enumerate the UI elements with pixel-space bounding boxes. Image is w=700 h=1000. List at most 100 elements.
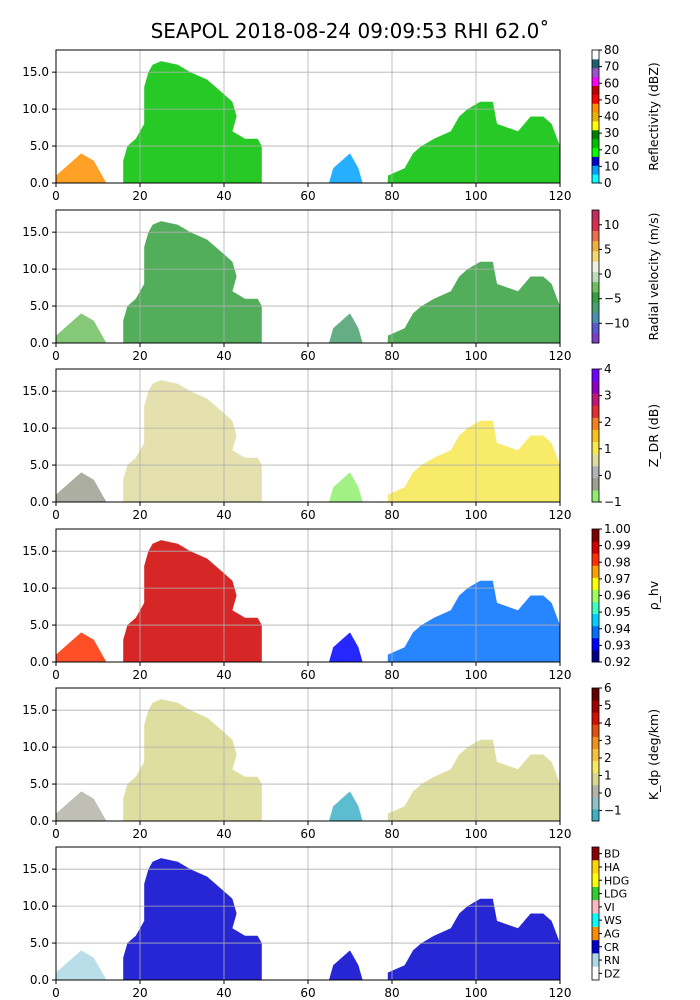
colorbar-segment xyxy=(592,625,599,639)
colorbar-tick-label: 0.96 xyxy=(604,589,631,603)
colorbar-segment xyxy=(592,940,599,954)
colorbar-segment xyxy=(592,261,599,272)
panel-2: 0 20 40 60 80 100 120 0.0 5.0 10.0 15.0 −10 −5 0 5 10 Ra… xyxy=(22,209,661,363)
x-tick-label: 100 xyxy=(465,349,488,363)
colorbar-tick-label: 2 xyxy=(604,415,612,429)
colorbar-segment xyxy=(592,453,599,467)
colorbar-segment xyxy=(592,76,599,86)
colorbar-segment xyxy=(592,240,599,252)
echo-mid-echo xyxy=(329,791,363,821)
colorbar-category-label: RN xyxy=(604,954,620,967)
echo-near-echo xyxy=(56,153,107,183)
colorbar-tick-label: 0 xyxy=(604,176,612,190)
y-tick-label: 0.0 xyxy=(30,336,49,350)
colorbar-segment xyxy=(592,772,599,786)
colorbar-segment xyxy=(592,138,599,149)
x-tick-label: 0 xyxy=(52,668,60,682)
echo-far-storm xyxy=(387,739,560,821)
colorbar-category-label: LDG xyxy=(604,888,627,901)
colorbar-category-label: DZ xyxy=(604,967,620,980)
colorbar-segment xyxy=(592,50,599,60)
colorbar-tick-label: 4 xyxy=(604,362,612,376)
y-tick-label: 15.0 xyxy=(22,703,49,717)
colorbar-segment xyxy=(592,94,599,104)
colorbar-segment xyxy=(592,220,599,231)
colorbar-frame xyxy=(591,687,600,822)
echo-near-echo xyxy=(56,472,107,502)
echo-mid-echo xyxy=(329,632,363,662)
x-tick-label: 40 xyxy=(216,827,231,841)
colorbar-segment xyxy=(592,886,599,901)
colorbar-category-label: AG xyxy=(604,927,620,940)
colorbar-tick-label: 1.00 xyxy=(604,522,631,536)
colorbar-segment xyxy=(592,147,599,157)
colorbar-tick-label: 20 xyxy=(604,143,619,157)
colorbar-tick-label: −1 xyxy=(604,495,622,509)
y-tick-label: 15.0 xyxy=(22,225,49,239)
colorbar-segment xyxy=(592,405,599,418)
x-tick-label: 40 xyxy=(216,508,231,522)
colorbar-tick-label: 0.95 xyxy=(604,605,631,619)
colorbar-category-label: BD xyxy=(604,848,620,861)
colorbar-segment xyxy=(592,302,599,313)
panel-5: 0 20 40 60 80 100 120 0.0 5.0 10.0 15.0 −1 0 1 2 3 4 5 6 K_… xyxy=(22,681,661,841)
colorbar-segment xyxy=(592,477,599,491)
y-tick-label: 5.0 xyxy=(30,618,49,632)
colorbar-tick-label: 3 xyxy=(604,389,612,403)
colorbar-segment xyxy=(592,760,599,774)
y-tick-label: 5.0 xyxy=(30,936,49,950)
y-tick-label: 5.0 xyxy=(30,777,49,791)
colorbar-segment xyxy=(592,210,599,221)
echo-mid-echo xyxy=(329,472,363,502)
colorbar-segment xyxy=(592,441,599,455)
colorbar-segment xyxy=(592,489,599,503)
colorbar-segment xyxy=(592,67,599,78)
y-tick-label: 15.0 xyxy=(22,862,49,876)
y-tick-label: 10.0 xyxy=(22,102,49,116)
colorbar-segment xyxy=(592,291,599,303)
colorbar-tick-label: −10 xyxy=(604,316,629,330)
colorbar-label: ρ_hv xyxy=(646,580,661,610)
x-tick-label: 120 xyxy=(549,189,572,203)
echo-main-storm xyxy=(123,221,262,343)
colorbar-tick-label: 10 xyxy=(604,159,619,173)
colorbar-category-label: VI xyxy=(604,901,615,914)
y-tick-label: 5.0 xyxy=(30,458,49,472)
colorbar-segment xyxy=(592,637,599,651)
colorbar-label: Z_DR (dB) xyxy=(646,404,661,467)
colorbar-tick-label: −1 xyxy=(604,804,622,818)
panel-1: 0 20 40 60 80 100 120 0.0 5.0 10.0 15.0 0 10 20 30 40 50… xyxy=(22,43,661,203)
colorbar-segment xyxy=(592,966,599,980)
colorbar-tick-label: 3 xyxy=(604,734,612,748)
x-tick-label: 40 xyxy=(216,349,231,363)
y-tick-label: 10.0 xyxy=(22,899,49,913)
colorbar-tick-label: 0.98 xyxy=(604,555,631,569)
colorbar-segment xyxy=(592,847,599,861)
colorbar-segment xyxy=(592,913,599,927)
echo-near-echo xyxy=(56,791,107,821)
colorbar-tick-label: 0.93 xyxy=(604,638,631,652)
x-tick-label: 80 xyxy=(384,986,399,1000)
colorbar-tick-label: 40 xyxy=(604,110,619,124)
colorbar-segment xyxy=(592,613,599,627)
colorbar-tick-label: 0.99 xyxy=(604,539,631,553)
colorbar-segment xyxy=(592,808,599,822)
colorbar-segment xyxy=(592,724,599,737)
x-tick-label: 100 xyxy=(465,189,488,203)
x-tick-label: 0 xyxy=(52,189,60,203)
colorbar-segment xyxy=(592,784,599,798)
x-tick-label: 40 xyxy=(216,668,231,682)
colorbar-tick-label: 5 xyxy=(604,699,612,713)
y-tick-label: 15.0 xyxy=(22,384,49,398)
echo-far-storm xyxy=(387,420,560,502)
colorbar-segment xyxy=(592,688,599,701)
colorbar-segment xyxy=(592,120,599,131)
echo-main-storm xyxy=(123,858,262,980)
colorbar-tick-label: −5 xyxy=(604,292,622,306)
x-tick-label: 60 xyxy=(300,349,315,363)
y-tick-label: 0.0 xyxy=(30,495,49,509)
x-tick-label: 20 xyxy=(132,986,147,1000)
colorbar-tick-label: 2 xyxy=(604,751,612,765)
colorbar-frame xyxy=(591,49,600,184)
